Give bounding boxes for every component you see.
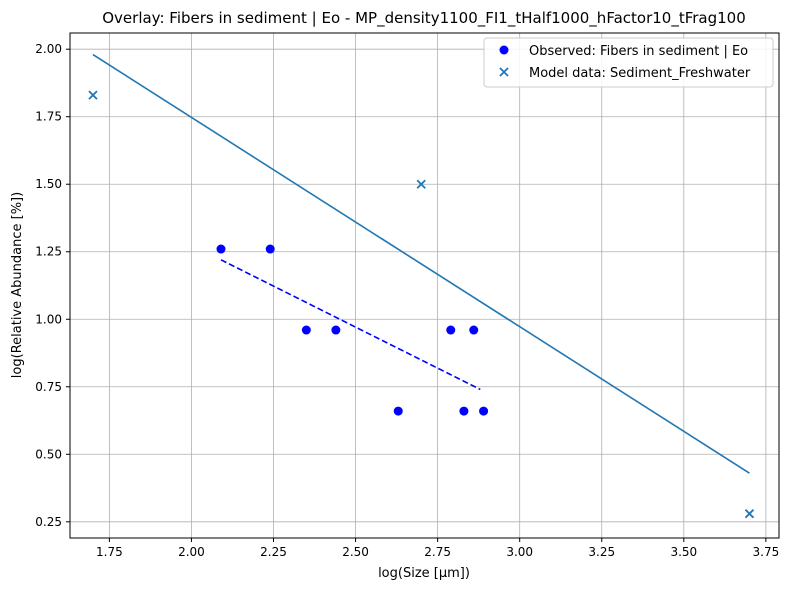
legend-label-model: Model data: Sediment_Freshwater	[529, 66, 751, 81]
observed-point	[479, 406, 489, 416]
legend-marker-model	[499, 67, 509, 77]
y-tick-label: 1.75	[35, 110, 62, 124]
legend-label-observed: Observed: Fibers in sediment | Eo	[529, 44, 748, 59]
x-tick-label: 3.75	[753, 545, 780, 559]
observed-point	[216, 244, 226, 254]
observed-point	[265, 244, 275, 254]
y-tick-label: 1.50	[35, 177, 62, 191]
y-axis-label: log(Relative Abundance [%])	[10, 192, 25, 378]
legend-marker-observed	[499, 45, 509, 55]
plot-frame	[69, 32, 780, 539]
x-tick-label: 3.25	[588, 545, 615, 559]
y-tick-label: 1.25	[35, 245, 62, 259]
observed-point	[393, 406, 403, 416]
model-point	[744, 509, 755, 519]
series-points	[88, 90, 755, 519]
x-tick-label: 2.00	[178, 545, 205, 559]
model-point	[416, 179, 426, 189]
x-tick-label: 2.50	[342, 545, 369, 559]
observed-trend-line	[220, 259, 481, 391]
y-tick-label: 2.00	[35, 42, 62, 56]
legend: Observed: Fibers in sediment | Eo Model …	[483, 37, 774, 88]
grid	[70, 33, 779, 538]
x-tick-label: 3.50	[670, 545, 697, 559]
observed-point	[469, 325, 479, 335]
y-axis-ticks: 0.25 0.50 0.75 1.00 1.25 1.50 1.75 2.00	[35, 42, 70, 529]
observed-point	[459, 406, 469, 416]
y-tick-label: 0.25	[35, 515, 62, 529]
x-axis-ticks: 1.75 2.00 2.25 2.50 2.75 3.00 3.25 3.50 3.75	[96, 538, 779, 559]
observed-point	[301, 325, 311, 335]
observed-point	[446, 325, 456, 335]
x-axis-label: log(Size [µm])	[378, 566, 470, 581]
model-trend-line	[92, 53, 750, 474]
x-tick-label: 2.75	[424, 545, 451, 559]
model-point	[88, 90, 98, 100]
chart-title: Overlay: Fibers in sediment | Eo - MP_de…	[102, 9, 746, 28]
legend-box	[483, 37, 774, 88]
series-lines	[92, 53, 750, 474]
x-tick-label: 2.25	[260, 545, 287, 559]
observed-point	[331, 325, 341, 335]
y-tick-label: 1.00	[35, 312, 62, 326]
x-tick-label: 3.00	[506, 545, 533, 559]
y-tick-label: 0.50	[35, 447, 62, 461]
x-tick-label: 1.75	[96, 545, 123, 559]
y-tick-label: 0.75	[35, 380, 62, 394]
